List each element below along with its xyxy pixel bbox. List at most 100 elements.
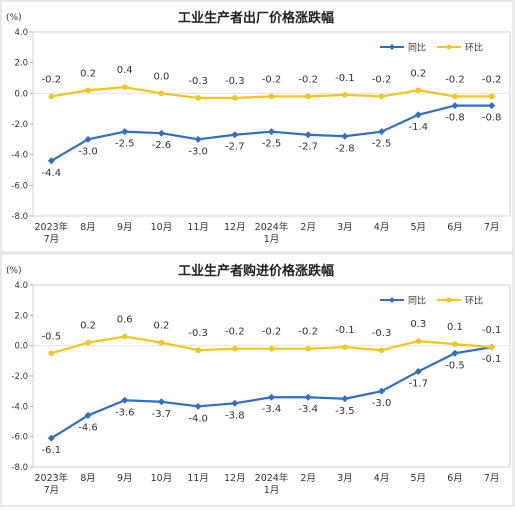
yoy-data-label: -0.1 xyxy=(482,354,502,365)
chart-panel-1: 工业生产者出厂价格涨跌幅 (%) 4.0 2.0 0.0 -2.0 -4.0 -6.0 -8.0… xyxy=(0,0,514,253)
x-tick-label: 2024年 xyxy=(255,472,289,484)
legend-swatch-marker xyxy=(446,44,452,50)
yoy-data-label: -3.0 xyxy=(372,398,392,409)
yoy-marker xyxy=(414,367,422,375)
x-tick-label: 1月 xyxy=(264,485,280,496)
mom-marker xyxy=(121,333,128,340)
yoy-data-label: -4.4 xyxy=(42,168,62,179)
x-tick-label: 1月 xyxy=(264,234,280,245)
x-tick-label: 3月 xyxy=(337,473,353,484)
yoy-marker xyxy=(341,395,349,403)
yoy-marker xyxy=(121,128,129,136)
mom-data-label: 0.4 xyxy=(117,65,133,76)
mom-data-label: -0.2 xyxy=(482,74,502,85)
x-tick-label: 9月 xyxy=(117,473,133,484)
mom-data-label: -0.1 xyxy=(335,73,355,84)
yoy-marker xyxy=(157,129,165,137)
mom-data-label: -0.2 xyxy=(262,74,282,85)
y-tick-label: 4.0 xyxy=(14,28,28,38)
chart-title: 工业生产者购进价格涨跌幅 xyxy=(178,263,334,279)
mom-marker xyxy=(342,92,348,98)
mom-marker xyxy=(158,339,165,346)
yoy-marker xyxy=(451,349,459,357)
mom-marker xyxy=(305,93,311,100)
y-tick-label: 4.0 xyxy=(14,281,28,291)
yoy-data-label: -0.5 xyxy=(445,360,465,371)
yoy-data-label: -2.7 xyxy=(225,142,245,153)
mom-data-label: -0.2 xyxy=(262,327,282,338)
yoy-data-label: -2.6 xyxy=(152,140,172,151)
x-tick-label: 4月 xyxy=(374,222,390,233)
x-tick-label: 11月 xyxy=(187,222,209,233)
mom-data-label: 0.2 xyxy=(153,321,169,332)
yoy-data-label: -3.4 xyxy=(262,404,282,415)
y-tick-label: -6.0 xyxy=(11,433,28,443)
y-tick-label: -8.0 xyxy=(11,212,28,222)
mom-marker xyxy=(158,90,165,97)
x-tick-label: 12月 xyxy=(224,222,246,233)
yoy-data-label: -3.4 xyxy=(298,404,318,415)
x-tick-label: 6月 xyxy=(447,222,463,233)
yoy-data-label: -2.7 xyxy=(298,142,318,153)
yoy-data-label: -4.6 xyxy=(78,422,98,433)
y-tick-label: -2.0 xyxy=(11,372,28,382)
mom-data-label: 0.2 xyxy=(80,321,96,332)
chart-panel-2: 工业生产者购进价格涨跌幅 (%) 4.0 2.0 0.0 -2.0 -4.0 -6.0 -8.0… xyxy=(0,253,514,507)
mom-data-label: -0.3 xyxy=(225,76,245,87)
legend-swatch-marker xyxy=(446,297,452,303)
mom-data-label: -0.2 xyxy=(445,74,465,85)
mom-marker xyxy=(48,350,55,357)
legend-label: 环比 xyxy=(465,295,483,307)
yoy-data-label: -2.5 xyxy=(262,139,282,150)
yoy-marker xyxy=(157,398,165,406)
x-tick-label: 5月 xyxy=(410,222,426,233)
mom-marker xyxy=(415,87,422,94)
yoy-marker xyxy=(341,132,349,140)
mom-marker xyxy=(378,347,385,354)
mom-data-label: 0.3 xyxy=(410,319,426,330)
y-tick-label: -4.0 xyxy=(11,151,28,161)
mom-marker xyxy=(305,345,311,352)
mom-marker xyxy=(195,95,201,101)
mom-marker xyxy=(121,84,128,90)
y-tick-label: 0.0 xyxy=(14,89,28,99)
legend-label: 同比 xyxy=(408,295,426,307)
legend-label: 环比 xyxy=(465,42,483,54)
mom-marker xyxy=(268,345,275,352)
x-tick-label: 11月 xyxy=(187,473,209,484)
yoy-marker xyxy=(84,135,92,143)
yoy-data-label: -3.7 xyxy=(152,409,172,420)
mom-data-label: 0.2 xyxy=(410,68,426,79)
mom-data-label: 0.0 xyxy=(153,71,169,82)
x-tick-label: 2024年 xyxy=(255,221,289,233)
mom-data-label: -0.2 xyxy=(225,327,245,338)
yoy-marker xyxy=(231,399,239,407)
yoy-data-label: -1.7 xyxy=(409,378,429,389)
y-tick-label: -6.0 xyxy=(11,181,28,191)
yoy-data-label: -0.8 xyxy=(445,113,465,124)
x-tick-label: 2月 xyxy=(300,473,316,484)
x-tick-label: 5月 xyxy=(410,473,426,484)
mom-data-label: -0.2 xyxy=(298,74,318,85)
yoy-marker xyxy=(451,102,459,110)
yoy-data-label: -1.4 xyxy=(409,122,429,133)
x-tick-label: 4月 xyxy=(374,473,390,484)
yoy-data-label: -2.5 xyxy=(372,139,392,150)
mom-marker xyxy=(452,341,458,347)
x-tick-label: 2023年 xyxy=(35,472,69,484)
x-tick-label: 9月 xyxy=(117,222,133,233)
y-axis-unit: (%) xyxy=(6,13,22,23)
yoy-data-label: -2.5 xyxy=(115,139,135,150)
mom-data-label: -0.5 xyxy=(42,331,62,342)
mom-marker xyxy=(488,344,495,350)
mom-marker xyxy=(452,93,458,100)
yoy-marker xyxy=(304,131,312,139)
x-tick-label: 12月 xyxy=(224,473,246,484)
mom-data-label: -0.2 xyxy=(42,74,62,85)
mom-data-label: 0.1 xyxy=(447,322,463,333)
mom-marker xyxy=(232,95,238,101)
chart-title: 工业生产者出厂价格涨跌幅 xyxy=(178,10,334,26)
mom-data-label: -0.3 xyxy=(372,328,392,339)
y-tick-label: -8.0 xyxy=(11,463,28,473)
